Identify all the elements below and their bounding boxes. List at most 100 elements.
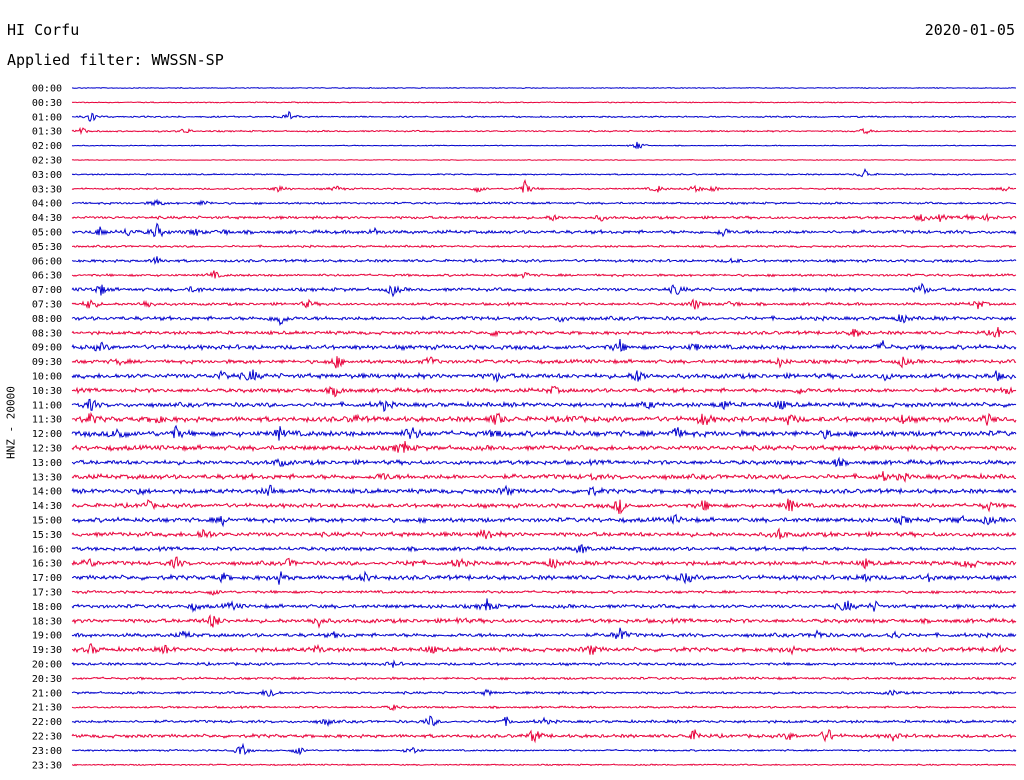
trace-row-2230 — [71, 728, 1017, 744]
row-time-label: 19:00 — [32, 631, 62, 642]
row-time-label: 20:00 — [32, 660, 62, 671]
row-time-label: 07:30 — [32, 300, 62, 311]
trace-row-1200 — [71, 424, 1017, 441]
row-time-label: 05:30 — [32, 242, 62, 253]
row-time-label: 08:30 — [32, 328, 62, 339]
row-time-label: 10:00 — [32, 372, 62, 383]
trace-row-2300 — [71, 742, 1017, 756]
trace-row-1400 — [71, 484, 1017, 497]
row-time-label: 11:00 — [32, 400, 62, 411]
row-time-label: 08:00 — [32, 314, 62, 325]
trace-row-0100 — [71, 110, 1017, 123]
row-time-label: 00:00 — [32, 84, 62, 95]
filter-label: Applied filter: WWSSN-SP — [7, 51, 224, 69]
row-time-label: 09:00 — [32, 343, 62, 354]
trace-row-1330 — [71, 471, 1017, 483]
trace-row-0400 — [71, 198, 1017, 207]
row-time-label: 12:00 — [32, 429, 62, 440]
row-time-label: 17:30 — [32, 588, 62, 599]
row-time-label: 18:00 — [32, 602, 62, 613]
row-time-label: 18:30 — [32, 616, 62, 627]
trace-row-2030 — [71, 676, 1017, 681]
trace-row-1000 — [71, 369, 1017, 383]
row-time-label: 13:00 — [32, 458, 62, 469]
trace-row-0130 — [71, 126, 1017, 136]
trace-row-2330 — [71, 763, 1017, 767]
trace-row-0430 — [71, 212, 1017, 223]
row-time-label: 23:30 — [32, 760, 62, 771]
trace-row-1600 — [71, 544, 1017, 554]
row-time-label: 00:30 — [32, 98, 62, 109]
trace-row-1730 — [71, 589, 1017, 596]
row-time-label: 12:30 — [32, 444, 62, 455]
row-time-label: 09:30 — [32, 357, 62, 368]
trace-row-1630 — [71, 556, 1017, 570]
row-time-label: 22:30 — [32, 732, 62, 743]
trace-row-0030 — [71, 101, 1017, 104]
trace-row-0300 — [71, 168, 1017, 178]
trace-row-0230 — [71, 159, 1017, 161]
row-time-label: 15:30 — [32, 530, 62, 541]
trace-row-1130 — [71, 411, 1017, 426]
trace-row-0000 — [71, 86, 1016, 90]
trace-row-2100 — [71, 688, 1017, 697]
trace-row-2000 — [71, 659, 1017, 668]
row-time-label: 11:30 — [32, 415, 62, 426]
row-time-label: 10:30 — [32, 386, 62, 397]
trace-row-0800 — [71, 314, 1017, 327]
row-time-label: 04:30 — [32, 213, 62, 224]
row-time-label: 02:30 — [32, 156, 62, 167]
trace-row-0700 — [71, 282, 1017, 298]
trace-row-1300 — [71, 456, 1017, 468]
trace-row-1500 — [71, 513, 1017, 528]
row-time-label: 13:30 — [32, 472, 62, 483]
trace-row-1700 — [72, 570, 1017, 585]
trace-row-0630 — [71, 270, 1017, 280]
trace-row-0530 — [72, 244, 1016, 249]
row-time-label: 07:00 — [32, 285, 62, 296]
trace-row-1830 — [71, 614, 1017, 629]
trace-row-1930 — [72, 643, 1017, 656]
row-time-label: 05:00 — [32, 228, 62, 239]
row-time-label: 23:00 — [32, 746, 62, 757]
trace-row-0200 — [71, 141, 1017, 150]
trace-row-2130 — [71, 704, 1017, 712]
trace-row-1430 — [71, 498, 1017, 515]
row-time-label: 01:30 — [32, 127, 62, 138]
trace-row-0830 — [71, 327, 1017, 338]
trace-row-1230 — [71, 441, 1017, 453]
trace-row-1030 — [71, 385, 1017, 398]
trace-row-0500 — [72, 222, 1017, 238]
trace-row-0330 — [71, 178, 1017, 193]
trace-row-0900 — [71, 339, 1017, 352]
trace-row-0730 — [71, 298, 1017, 310]
row-time-label: 04:00 — [32, 199, 62, 210]
row-time-label: 21:30 — [32, 703, 62, 714]
trace-row-2200 — [71, 715, 1017, 727]
row-time-label: 01:00 — [32, 112, 62, 123]
row-time-label: 06:30 — [32, 271, 62, 282]
row-time-label: 19:30 — [32, 645, 62, 656]
row-time-label: 20:30 — [32, 674, 62, 685]
row-time-label: 22:00 — [32, 717, 62, 728]
trace-row-0600 — [72, 256, 1017, 265]
trace-row-1530 — [71, 527, 1017, 540]
row-time-label: 16:00 — [32, 544, 62, 555]
row-time-label: 16:30 — [32, 559, 62, 570]
row-time-label: 02:00 — [32, 141, 62, 152]
row-time-label: 03:30 — [32, 184, 62, 195]
row-time-label: 21:00 — [32, 688, 62, 699]
row-time-label: 14:00 — [32, 487, 62, 498]
trace-row-1900 — [71, 627, 1017, 640]
row-time-label: 06:00 — [32, 256, 62, 267]
row-time-label: 15:00 — [32, 516, 62, 527]
row-time-label: 17:00 — [32, 573, 62, 584]
row-time-label: 03:00 — [32, 170, 62, 181]
trace-row-1800 — [71, 598, 1017, 613]
trace-row-1100 — [71, 398, 1017, 413]
date-label: 2020-01-05 — [924, 21, 1015, 39]
station-title: HI Corfu — [7, 21, 80, 39]
row-time-label: 14:30 — [32, 501, 62, 512]
trace-row-0930 — [71, 356, 1017, 369]
